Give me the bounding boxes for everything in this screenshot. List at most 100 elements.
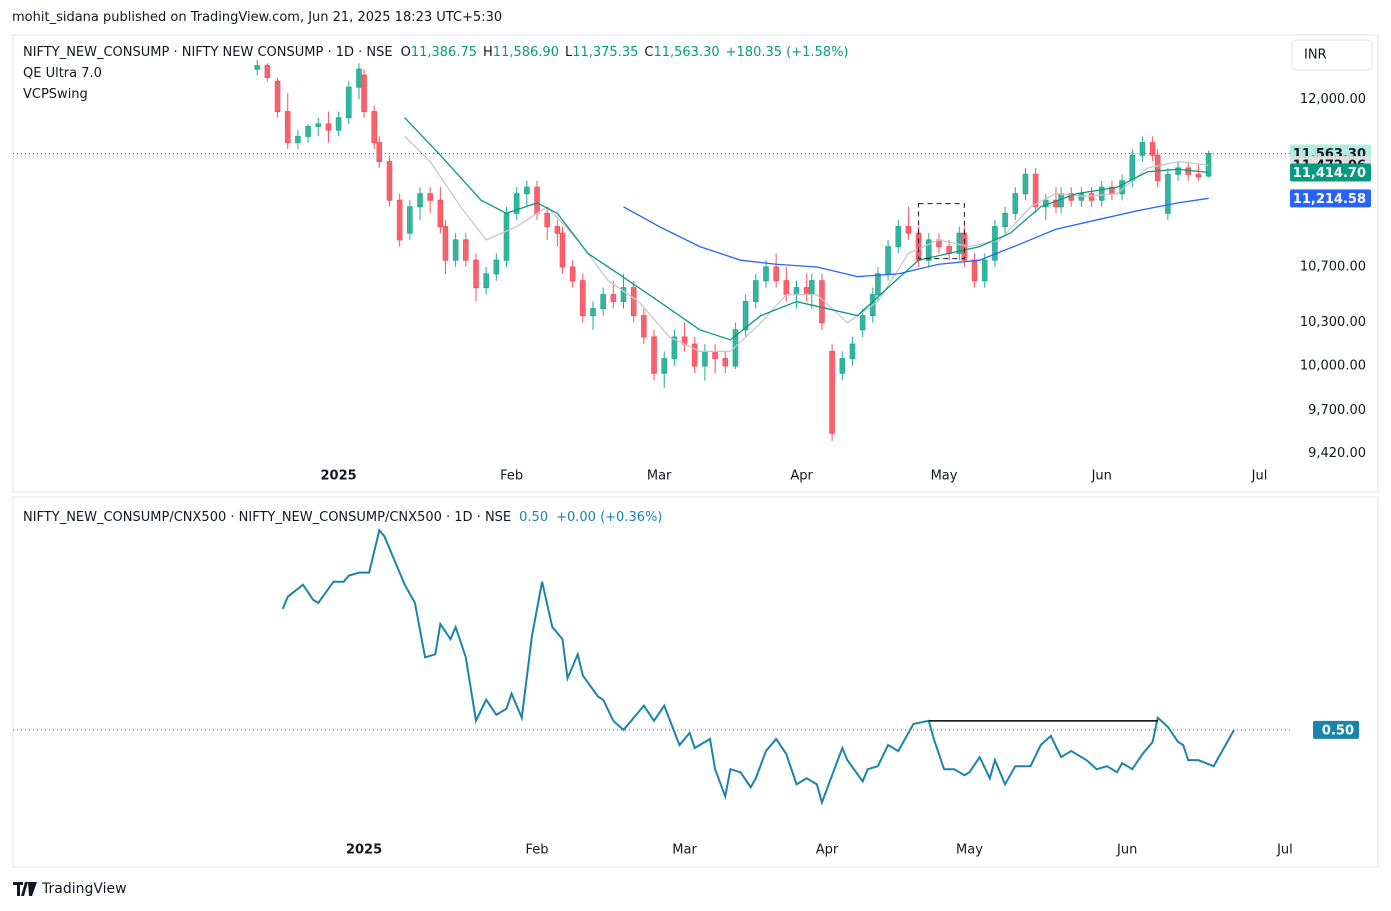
candle-body	[971, 259, 978, 282]
candle-body	[671, 336, 678, 360]
candle-body	[442, 226, 449, 261]
ohlc-prefix: O	[400, 45, 411, 60]
x-tick-label: 2025	[346, 843, 382, 858]
candle-body	[452, 239, 459, 261]
candle-body	[961, 232, 968, 261]
candle-body	[427, 193, 433, 201]
candle-body	[254, 65, 261, 70]
candle-body	[620, 287, 627, 303]
candle-body	[284, 111, 291, 144]
candle-body	[534, 186, 540, 214]
price-tag	[1290, 189, 1371, 208]
candle-body	[417, 193, 423, 208]
y-tick-label: 10,300.00	[1300, 315, 1366, 330]
candle-body	[925, 239, 932, 261]
candle-body	[885, 246, 891, 275]
candle-body	[651, 336, 657, 374]
candle-body	[915, 232, 922, 261]
x-tick-label: Apr	[816, 843, 839, 858]
candle-body	[763, 266, 769, 282]
candle-body	[722, 358, 729, 367]
candle-body	[752, 280, 759, 303]
ratio-line	[281, 528, 1235, 806]
y-tick-label: 10,700.00	[1300, 259, 1366, 274]
moving-average	[404, 135, 1209, 353]
x-tick-label: Mar	[647, 469, 672, 484]
candle-body	[712, 350, 718, 360]
candle-body	[1032, 173, 1039, 208]
candle-body	[849, 343, 856, 360]
legend-bottom: NIFTY_NEW_CONSUMP/CNX500 · NIFTY_NEW_CON…	[23, 510, 662, 525]
x-tick-label: Mar	[672, 843, 697, 858]
candle-body	[396, 199, 403, 241]
change: +0.00 (+0.36%)	[556, 510, 663, 525]
candle-body	[905, 226, 912, 234]
candle-body	[702, 350, 708, 367]
ohlc-prefix: H	[483, 45, 493, 60]
candle-body	[1154, 154, 1161, 182]
x-tick-label: 2025	[321, 469, 357, 484]
candle-body	[610, 294, 617, 303]
candle-body	[524, 186, 530, 195]
candle-body	[305, 125, 311, 137]
indicator-name: VCPSwing	[23, 87, 88, 102]
candle-body	[295, 135, 301, 144]
currency-label[interactable]: INR	[1304, 48, 1327, 63]
currency-button[interactable]	[1291, 39, 1373, 71]
candle-body	[554, 226, 561, 234]
candle-body	[437, 199, 444, 228]
top-pane	[12, 34, 1379, 493]
candle-body	[513, 193, 520, 214]
candle-body	[793, 287, 800, 296]
candle-body	[773, 266, 779, 282]
candle-body	[992, 226, 998, 261]
y-tick-label: 9,700.00	[1308, 403, 1366, 418]
ohlc-value: 11,386.75	[410, 45, 478, 60]
candle-body	[630, 287, 637, 317]
plot	[13, 59, 1290, 441]
candle-body	[1165, 173, 1171, 214]
candle-body	[600, 294, 606, 310]
candle-body	[1185, 167, 1192, 175]
candle-body	[691, 343, 698, 367]
change: +180.35 (+1.58%)	[725, 45, 849, 60]
symbol: NIFTY_NEW_CONSUMP · NIFTY NEW CONSUMP · …	[23, 45, 393, 60]
candle-body	[1002, 212, 1008, 228]
candle-body	[829, 350, 835, 434]
moving-average	[404, 117, 1209, 341]
candle-body	[473, 259, 479, 289]
bottom-pane	[12, 496, 1379, 868]
candle-body	[335, 117, 342, 131]
ohlc-prefix: C	[644, 45, 654, 60]
candle-body	[580, 280, 586, 317]
candle-body	[264, 65, 271, 79]
ohlc-value: 11,563.30	[653, 45, 720, 60]
candle-body	[803, 287, 810, 296]
plot	[13, 528, 1290, 806]
candle-body	[895, 226, 902, 248]
candle-body	[544, 212, 551, 228]
candle-body	[1012, 193, 1019, 214]
candle-body	[742, 301, 749, 331]
indicator: VCPSwing	[23, 87, 88, 102]
publisher-line: mohit_sidana published on TradingView.co…	[12, 10, 502, 25]
candle-body	[407, 206, 413, 234]
candle-body	[463, 239, 469, 261]
indicator-name: QE Ultra 7.0	[23, 66, 102, 81]
footer-brand: TradingView	[41, 881, 127, 897]
candle-body	[376, 142, 383, 163]
candle-body	[1098, 186, 1105, 201]
candle-body	[641, 315, 647, 338]
price-tag-label: 0.50	[1322, 723, 1354, 738]
candle-body	[783, 280, 790, 296]
x-tick-label: May	[931, 469, 958, 484]
publisher: mohit_sidana published on TradingView.co…	[12, 10, 503, 25]
vcp-box	[918, 203, 965, 260]
candle-body	[503, 212, 510, 261]
candle-body	[1175, 167, 1181, 175]
candle-body	[356, 68, 362, 88]
x-tick-label: Jun	[1116, 843, 1137, 858]
candle-body	[1195, 173, 1202, 178]
